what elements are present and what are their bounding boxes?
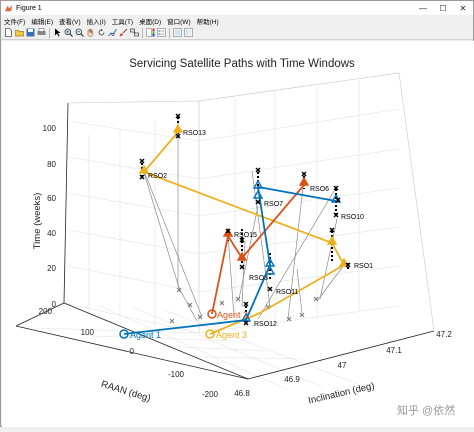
menu-view[interactable]: 查看(V) bbox=[58, 18, 81, 26]
minimize-button[interactable]: — bbox=[419, 3, 427, 13]
box-back-edges bbox=[67, 72, 435, 333]
agent1-path bbox=[123, 185, 337, 335]
agent2-start-marker bbox=[207, 309, 217, 319]
save-icon[interactable] bbox=[26, 28, 35, 37]
x-axis-label: Inclination (deg) bbox=[307, 381, 375, 407]
watermark: 知乎 @依然 bbox=[397, 403, 455, 417]
rso10-label: RSO10 bbox=[341, 214, 364, 221]
toolbar-separator bbox=[169, 27, 170, 38]
toolbar-separator bbox=[142, 27, 143, 38]
y-axis-label: RAAN (deg) bbox=[100, 379, 152, 404]
rso11-label: RSO11 bbox=[276, 289, 299, 296]
chart-title: Servicing Satellite Paths with Time Wind… bbox=[129, 58, 355, 70]
hide-plot-tools-icon[interactable] bbox=[173, 28, 182, 37]
menu-insert[interactable]: 插入(I) bbox=[86, 18, 106, 26]
data-cursor-icon[interactable] bbox=[108, 28, 117, 37]
z-tick-60: 60 bbox=[47, 194, 56, 203]
plot-3d[interactable]: Servicing Satellite Paths with Time Wind… bbox=[2, 41, 474, 427]
triangle-markers bbox=[138, 123, 350, 322]
z-tick-40: 40 bbox=[47, 229, 56, 238]
z-tick-20: 20 bbox=[47, 264, 56, 273]
toolbar-separator bbox=[49, 27, 50, 38]
title-bar: Figure 1 — ☐ ✕ bbox=[1, 1, 473, 15]
y-tick-0: 0 bbox=[130, 347, 135, 356]
zoom-in-icon[interactable] bbox=[64, 28, 73, 37]
agent3-path bbox=[142, 131, 346, 335]
rso13-label: RSO13 bbox=[183, 130, 206, 137]
new-file-icon[interactable] bbox=[4, 28, 13, 37]
show-plot-tools-icon[interactable] bbox=[184, 28, 193, 37]
link-icon[interactable] bbox=[130, 28, 139, 37]
x-tick-46-9: 46.9 bbox=[284, 375, 300, 384]
rso7-label: RSO7 bbox=[264, 201, 283, 208]
z-tick-labels: 0 20 40 60 80 100 bbox=[43, 124, 57, 309]
y-tick-100: 100 bbox=[81, 328, 95, 337]
pan-icon[interactable] bbox=[86, 28, 95, 37]
print-icon[interactable] bbox=[37, 28, 46, 37]
matlab-logo-icon bbox=[4, 4, 13, 11]
menu-desktop[interactable]: 桌面(D) bbox=[139, 18, 162, 26]
y-tick-neg100: -100 bbox=[168, 370, 185, 379]
axes-box bbox=[15, 102, 435, 380]
legend-icon[interactable] bbox=[157, 28, 166, 37]
rotate-icon[interactable] bbox=[97, 28, 106, 37]
z-tick-80: 80 bbox=[47, 160, 56, 169]
gray-projection-lines bbox=[141, 119, 345, 322]
pointer-icon[interactable] bbox=[53, 28, 62, 37]
z-tick-100: 100 bbox=[43, 124, 57, 133]
black-x-markers bbox=[139, 113, 351, 326]
rso15-label: RSO15 bbox=[234, 232, 257, 239]
x-tick-labels: 46.8 46.9 47 47.1 47.2 bbox=[234, 330, 452, 398]
x-tick-47: 47 bbox=[338, 361, 347, 370]
figure-canvas: Servicing Satellite Paths with Time Wind… bbox=[2, 41, 474, 427]
rso2-label: RSO2 bbox=[148, 173, 167, 180]
grid-lines bbox=[33, 72, 400, 390]
gray-x-markers bbox=[169, 287, 319, 324]
menu-help[interactable]: 帮助(H) bbox=[196, 18, 219, 26]
rso6-label: RSO6 bbox=[310, 186, 329, 193]
y-tick-neg200: -200 bbox=[202, 390, 219, 399]
agent1-label: Agent 1 bbox=[130, 330, 161, 340]
window-title: Figure 1 bbox=[16, 4, 42, 12]
agent2-label: Agent 2 bbox=[217, 310, 248, 320]
colorbar-icon[interactable] bbox=[146, 28, 155, 37]
menu-window[interactable]: 窗口(W) bbox=[167, 18, 191, 26]
x-tick-47-1: 47.1 bbox=[386, 346, 402, 355]
menu-bar: 文件(F) 编辑(E) 查看(V) 插入(I) 工具(T) 桌面(D) 窗口(W… bbox=[1, 15, 473, 26]
menu-tools[interactable]: 工具(T) bbox=[111, 18, 134, 26]
menu-edit[interactable]: 编辑(E) bbox=[31, 18, 53, 26]
agent3-label: Agent 3 bbox=[216, 330, 247, 340]
agent3-start-marker bbox=[205, 329, 215, 339]
z-axis-label: Time (weeks) bbox=[32, 193, 43, 250]
zoom-out-icon[interactable] bbox=[75, 28, 84, 37]
brush-icon[interactable] bbox=[119, 28, 128, 37]
rso12-label: RSO12 bbox=[254, 321, 277, 328]
y-tick-labels: 200 100 0 -100 -200 bbox=[39, 307, 219, 399]
x-tick-47-2: 47.2 bbox=[436, 330, 452, 339]
open-folder-icon[interactable] bbox=[15, 28, 24, 37]
rso3-label: RSO3 bbox=[249, 275, 268, 282]
agent1-start-marker bbox=[119, 329, 129, 339]
close-button[interactable]: ✕ bbox=[459, 3, 467, 13]
x-tick-46-8: 46.8 bbox=[234, 389, 250, 398]
z-tick-0: 0 bbox=[52, 300, 57, 309]
rso-labels: RSO13 RSO2 RSO6 RSO7 RSO10 RSO15 RSO3 RS… bbox=[148, 130, 373, 328]
figure-toolbar bbox=[1, 26, 473, 40]
y-tick-200: 200 bbox=[39, 307, 53, 316]
menu-file[interactable]: 文件(F) bbox=[4, 18, 26, 26]
maximize-button[interactable]: ☐ bbox=[439, 3, 447, 13]
agent2-path bbox=[211, 184, 305, 315]
rso1-label: RSO1 bbox=[354, 263, 373, 270]
